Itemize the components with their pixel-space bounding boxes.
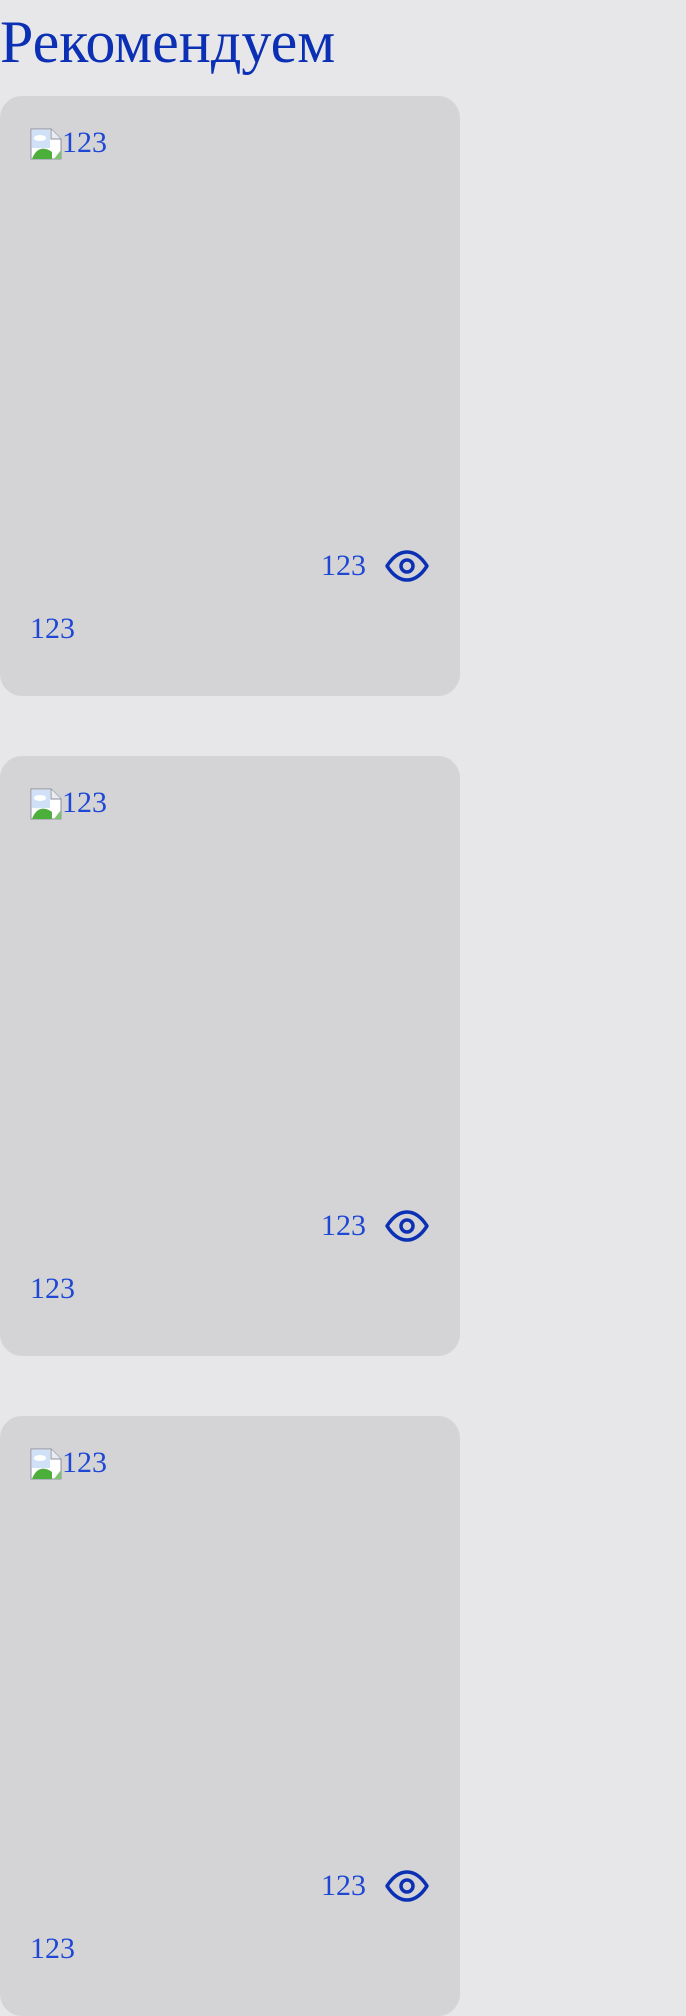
page-title: Рекомендуем <box>0 9 336 75</box>
eye-icon <box>385 1210 429 1242</box>
card-caption: 123 <box>30 1272 75 1305</box>
views-counter: 123 <box>321 1208 430 1244</box>
card-caption: 123 <box>30 612 75 645</box>
card-image[interactable]: 123 <box>30 786 107 820</box>
image-alt-text: 123 <box>62 1446 107 1479</box>
broken-image-icon <box>30 788 62 820</box>
views-count: 123 <box>321 1869 366 1902</box>
image-alt-text: 123 <box>62 126 107 159</box>
card-image[interactable]: 123 <box>30 1446 107 1480</box>
card-caption: 123 <box>30 1932 75 1965</box>
views-counter: 123 <box>321 1868 430 1904</box>
eye-icon <box>385 1870 429 1902</box>
recommendation-card[interactable]: 123 123 123 <box>0 1416 460 2016</box>
recommendation-card[interactable]: 123 123 123 <box>0 96 460 696</box>
card-image[interactable]: 123 <box>30 126 107 160</box>
image-alt-text: 123 <box>62 786 107 819</box>
views-count: 123 <box>321 1209 366 1242</box>
recommendation-card[interactable]: 123 123 123 <box>0 756 460 1356</box>
views-count: 123 <box>321 549 366 582</box>
broken-image-icon <box>30 128 62 160</box>
broken-image-icon <box>30 1448 62 1480</box>
eye-icon <box>385 550 429 582</box>
views-counter: 123 <box>321 548 430 584</box>
